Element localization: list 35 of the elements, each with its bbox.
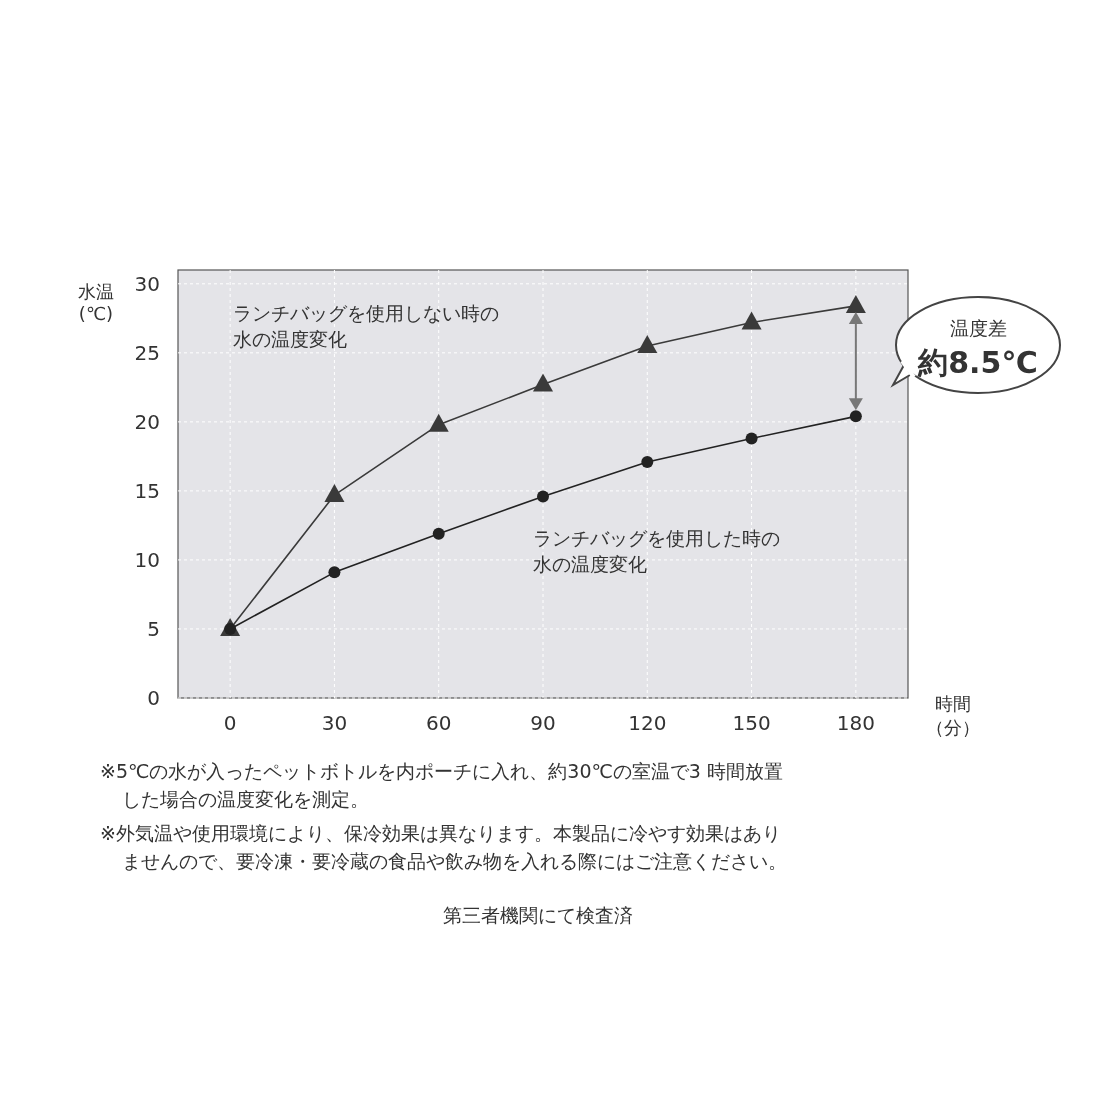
text: ※外気温や使用環境により、保冷効果は異なります。本製品に冷やす効果はありませんので、要冷凍・要冷蔵の食品や飲み物を入れる際にはご注意ください。	[100, 822, 787, 872]
y-tick-label: 30	[134, 271, 160, 296]
text: 温度差	[949, 317, 1007, 339]
text: 第三者機関にて検査済	[443, 904, 633, 926]
y-tick-label: 10	[134, 547, 160, 572]
point	[745, 432, 758, 445]
y-tick-label: 5	[147, 616, 160, 641]
x-tick-label: 0	[223, 711, 237, 735]
point	[845, 294, 866, 313]
x-tick-label: 120	[628, 711, 667, 735]
point	[328, 566, 341, 579]
x-axis-title: 時間（分）	[926, 693, 980, 738]
x-tick-label: 60	[425, 711, 452, 735]
text: ランチバッグを使用しない時の水の温度変化	[233, 302, 499, 350]
y-axis-title: 水温(℃)	[78, 281, 114, 324]
y-tick-label: 0	[147, 686, 160, 710]
point	[741, 311, 762, 330]
x-tick-label: 90	[530, 711, 556, 735]
text: ※5℃の水が入ったペットボトルを内ポーチに入れ、約30℃の室温で3 時間放置した場合の温度変化を測定。	[100, 760, 783, 810]
point	[324, 484, 345, 503]
x-tick-label: 30	[321, 711, 348, 735]
point	[641, 455, 654, 468]
point	[637, 334, 658, 353]
point	[849, 410, 862, 423]
text: 約8.5℃	[917, 345, 1038, 380]
point	[533, 373, 553, 392]
x-tick-label: 150	[732, 711, 771, 735]
y-tick-label: 15	[134, 478, 160, 503]
point	[537, 490, 549, 503]
x-tick-label: 180	[836, 711, 875, 735]
series-label: ランチバッグを使用した時の水の温度変化	[533, 527, 780, 575]
y-tick-label: 25	[134, 340, 160, 365]
y-tick-label: 20	[134, 409, 160, 434]
point	[432, 527, 445, 540]
point	[428, 413, 449, 432]
